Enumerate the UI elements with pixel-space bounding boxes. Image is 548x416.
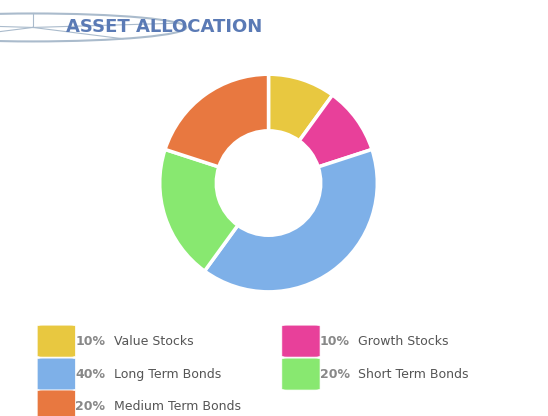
FancyBboxPatch shape: [37, 358, 76, 390]
Text: Medium Term Bonds: Medium Term Bonds: [113, 399, 241, 413]
FancyBboxPatch shape: [282, 325, 320, 357]
Text: 10%: 10%: [76, 334, 105, 348]
Text: 20%: 20%: [76, 399, 105, 413]
Wedge shape: [204, 149, 378, 292]
Wedge shape: [299, 95, 372, 167]
Text: 10%: 10%: [320, 334, 350, 348]
Text: 40%: 40%: [76, 368, 105, 381]
Text: Value Stocks: Value Stocks: [113, 334, 193, 348]
FancyBboxPatch shape: [37, 390, 76, 416]
Wedge shape: [165, 74, 269, 167]
Text: Short Term Bonds: Short Term Bonds: [358, 368, 469, 381]
Text: 20%: 20%: [320, 368, 350, 381]
Wedge shape: [269, 74, 333, 141]
FancyBboxPatch shape: [282, 358, 320, 390]
FancyBboxPatch shape: [37, 325, 76, 357]
Text: ASSET ALLOCATION: ASSET ALLOCATION: [66, 18, 262, 37]
Text: Growth Stocks: Growth Stocks: [358, 334, 449, 348]
Text: Long Term Bonds: Long Term Bonds: [113, 368, 221, 381]
Wedge shape: [159, 149, 238, 271]
